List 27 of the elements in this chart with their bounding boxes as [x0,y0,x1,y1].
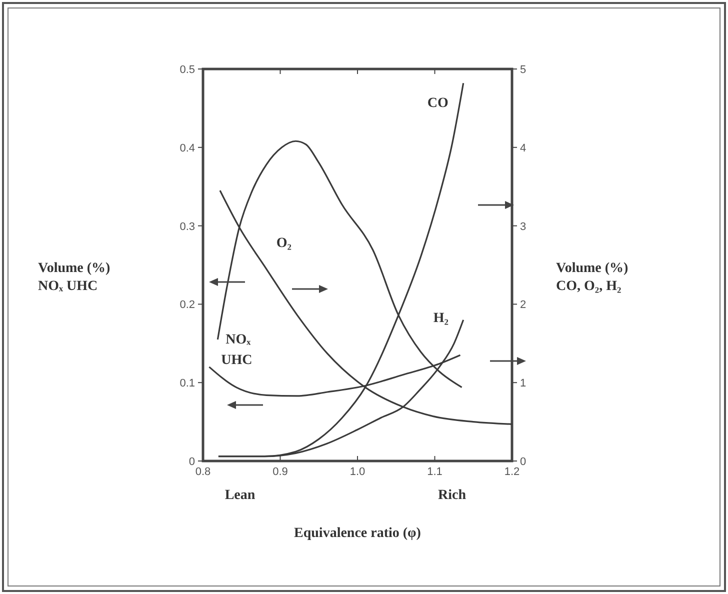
series-label: O₂ [276,236,292,251]
y2-tick-label: 3 [520,220,526,233]
x-tick-label: 1.2 [504,466,520,478]
x-tick-label: 0.9 [272,466,288,478]
x-tick-label: 0.8 [195,466,211,478]
y-tick-label: 0.3 [180,220,195,233]
series-label: H₂ [433,310,448,326]
y-tick-label: 0.2 [180,299,195,312]
y-tick-label: 0.4 [180,142,195,154]
series-label: NOₓ [226,332,252,348]
x-axis-title: Equivalence ratio (φ) [294,526,422,541]
series-label: UHC [221,352,252,368]
text: Rich [438,488,466,503]
y2-tick-label: 5 [520,64,526,76]
y2-tick-label: 4 [520,142,526,154]
y2-axis-title: Volume (%) CO, O₂, H₂ [556,261,629,294]
y-tick-label: 0.5 [180,64,195,76]
y-tick-label: 0 [188,456,195,468]
y-tick-label: 0.1 [180,378,195,390]
x-tick-label: 1.0 [350,466,366,478]
text: Lean [224,488,256,503]
y2-tick-label: 0 [520,456,526,468]
series-label: CO [427,96,448,112]
y2-tick-label: 2 [520,299,526,312]
y-axis-title: Volume (%) NOₓ UHC [38,261,111,294]
x-tick-label: 1.1 [427,466,442,478]
y2-tick-label: 1 [520,378,526,390]
